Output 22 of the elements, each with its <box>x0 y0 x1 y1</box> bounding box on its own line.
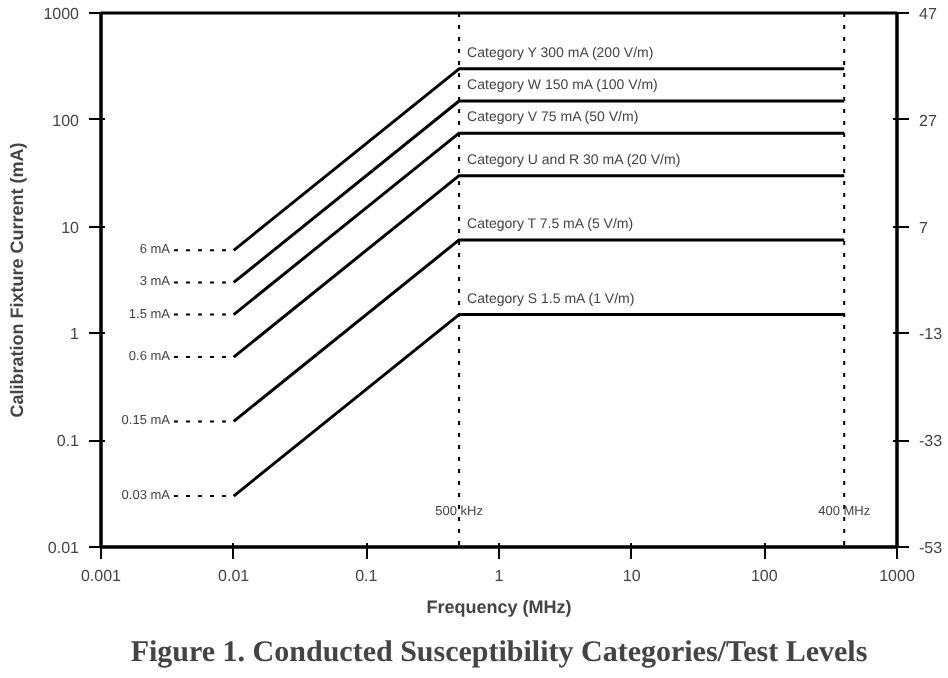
y-tick-label: 1 <box>70 325 81 344</box>
x-tick-label: 1000 <box>879 567 916 585</box>
text: Figure 1. Conducted Susceptibility Categories/Test Levels <box>130 637 868 669</box>
x-tick-label: 1 <box>494 567 505 585</box>
y-tick-label: 10 <box>61 218 81 237</box>
y-tick-label: 100 <box>52 111 81 130</box>
y2-tick-label: -33 <box>919 432 944 451</box>
y2-tick-label: -53 <box>919 539 944 557</box>
y2-tick-label: 27 <box>919 111 938 130</box>
x-axis-title: Frequency (MHz) <box>426 597 572 617</box>
y-tick-label: 1000 <box>43 5 81 23</box>
y-tick-label: 0.1 <box>56 432 81 451</box>
y2-tick-label: -13 <box>919 325 944 344</box>
x-tick-label: 10 <box>622 567 642 585</box>
y-axis-title: Calibration Fixture Current (mA) <box>7 142 28 418</box>
x-tick-label: 0.1 <box>355 567 379 585</box>
x-tick-label: 0.01 <box>218 567 251 585</box>
x-tick-label: 0.001 <box>80 567 123 585</box>
x-tick-label: 100 <box>750 567 779 585</box>
y2-tick-label: 7 <box>919 218 929 237</box>
y-tick-label: 0.01 <box>47 539 81 557</box>
y2-tick-label: 47 <box>919 5 938 23</box>
